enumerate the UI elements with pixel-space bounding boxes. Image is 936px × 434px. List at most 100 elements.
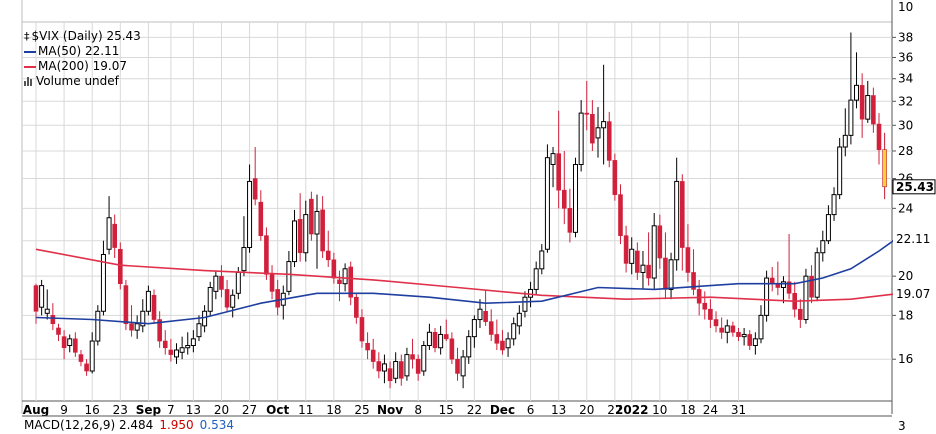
candle-body: [516, 312, 522, 327]
candle-body: [494, 334, 500, 344]
x-tick-label: 20: [579, 403, 594, 417]
candle-body: [196, 323, 202, 338]
candle-body: [842, 134, 848, 148]
legend-row-ma50: MA(50) 22.11: [24, 44, 141, 59]
y-tick-label: 16: [898, 352, 913, 366]
candle-body: [500, 340, 505, 351]
candle-body: [398, 361, 404, 379]
candle-body: [668, 259, 674, 290]
candle-body: [174, 349, 179, 358]
candle-body: [578, 112, 584, 166]
candle-body: [162, 340, 168, 349]
candle-body: [719, 327, 724, 333]
candle-body: [814, 252, 820, 298]
candle-body: [95, 310, 101, 342]
candle-body: [595, 127, 601, 139]
candle-body: [674, 180, 680, 261]
x-tick-label: 18: [326, 403, 341, 417]
candle-body: [455, 358, 460, 374]
candle-body: [471, 319, 477, 338]
candle-body: [449, 338, 455, 360]
candle-body: [252, 178, 258, 200]
candle-body: [477, 308, 483, 321]
candle-body: [848, 99, 854, 136]
candle-body: [393, 361, 399, 379]
candle-body: [61, 336, 67, 349]
candle-body: [618, 194, 623, 236]
candle-body: [623, 235, 629, 264]
candle-body: [809, 275, 814, 298]
x-tick-label: 24: [703, 403, 718, 417]
candle-body: [724, 325, 730, 333]
candle-body: [780, 281, 786, 289]
x-tick-label: 16: [85, 403, 100, 417]
candle-body: [786, 281, 792, 294]
candle-body: [309, 198, 314, 235]
candle-body: [871, 95, 876, 125]
candle-body: [488, 321, 494, 335]
candle-body: [157, 319, 162, 342]
candle-body: [129, 323, 134, 331]
candle-body: [381, 363, 387, 372]
x-tick-label: 27: [242, 403, 257, 417]
candle-body: [106, 217, 112, 250]
candle-body: [825, 214, 831, 242]
y-tick-label: 28: [898, 144, 913, 158]
x-tick-label: 13: [551, 403, 566, 417]
candle-body: [56, 327, 61, 335]
ma50-swatch-icon: [24, 50, 36, 53]
legend-ma50: MA(50) 22.11: [38, 44, 120, 58]
candle-body: [882, 149, 887, 188]
candle-body: [359, 317, 365, 342]
candle-body: [286, 261, 292, 292]
candle-body: [342, 268, 348, 285]
candle-body: [651, 225, 657, 279]
candle-body: [561, 189, 567, 209]
candle-body: [145, 290, 151, 312]
candle-body: [798, 308, 803, 320]
candle-body: [702, 302, 708, 310]
candle-body: [539, 250, 545, 270]
candle-body: [533, 268, 539, 290]
candle-body: [679, 181, 685, 248]
x-tick-label: 7: [167, 403, 175, 417]
candle-body: [876, 123, 882, 150]
candle-body: [426, 331, 432, 347]
x-tick-label: 20: [214, 403, 229, 417]
price-label: 19.07: [896, 287, 930, 301]
candle-body: [421, 345, 427, 372]
candle-body: [708, 308, 713, 320]
candle-body: [190, 338, 196, 347]
candle-body: [179, 347, 185, 353]
candle-body: [713, 319, 719, 327]
candle-body: [769, 277, 775, 284]
candle-body: [247, 180, 253, 249]
y-tick-label-lower-panel: 3: [898, 419, 906, 430]
y-tick-label: 36: [898, 50, 913, 64]
legend-row-main: ‡ $VIX (Daily) 25.43: [24, 29, 141, 44]
candle-body: [168, 349, 174, 355]
legend-row-volume: Volume undef: [24, 74, 141, 89]
x-tick-label: 22: [467, 403, 482, 417]
candle-body: [348, 266, 354, 298]
candle-body: [303, 214, 309, 254]
candle-body: [550, 153, 556, 166]
ohlc-glyph-icon: ‡: [24, 30, 30, 43]
candle-body: [202, 310, 208, 327]
x-tick-label: 15: [439, 403, 454, 417]
candle-body: [297, 219, 303, 254]
candle-body: [258, 201, 264, 236]
candle-body: [67, 338, 73, 347]
candle-body: [859, 85, 865, 120]
x-tick-label: Aug: [23, 403, 49, 417]
candle-body: [522, 296, 528, 312]
candle-body: [337, 279, 342, 284]
candle-body: [325, 250, 331, 261]
candle-body: [100, 253, 106, 312]
x-tick-label: Sep: [136, 403, 162, 417]
candle-body: [39, 285, 45, 308]
candle-body: [556, 153, 561, 191]
candle-body: [691, 272, 696, 290]
